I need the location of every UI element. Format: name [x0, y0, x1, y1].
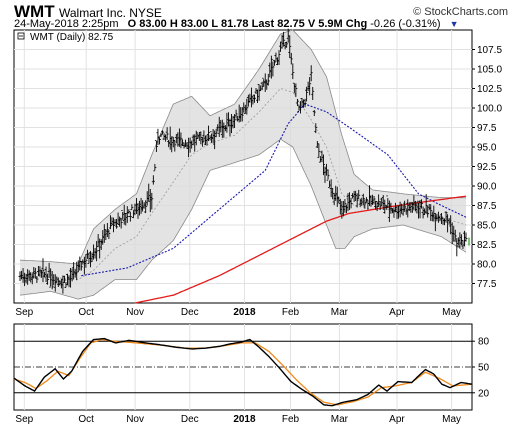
price-month-label: Oct [78, 307, 94, 318]
last-value: Last 82.75 [251, 18, 305, 30]
bollinger-upper-line [19, 29, 466, 265]
volume-value: V 5.9M [307, 18, 343, 30]
price-month-label: 2018 [233, 307, 256, 318]
chart-header: WMT Walmart Inc. NYSE © StockCharts.com … [14, 2, 508, 30]
rsi-month-label: May [442, 414, 461, 425]
rsi-axis-label: 20 [478, 388, 490, 399]
bollinger-lower-line [19, 138, 467, 300]
triangle-down-icon: ▼ [449, 19, 459, 29]
quote-date: 24-May-2018 2:25pm [14, 18, 119, 30]
rsi-month-label: Mar [331, 414, 349, 425]
price-month-label: May [442, 307, 461, 318]
price-axis-label: 77.5 [477, 279, 497, 290]
price-axis-label: 102.5 [477, 84, 502, 95]
quote-stats: 24-May-2018 2:25pm O 83.00 H 83.00 L 81.… [14, 18, 465, 30]
rsi-month-label: Nov [126, 414, 144, 425]
rsi-month-label: Oct [78, 414, 94, 425]
price-month-label: Feb [282, 307, 300, 318]
legend-label: WMT (Daily) 82.75 [30, 32, 114, 43]
rsi-axis-label: 80 [478, 337, 490, 348]
exchange-name: NYSE [129, 6, 162, 20]
price-axis-label: 92.5 [477, 162, 497, 173]
price-axis-label: 80.0 [477, 260, 497, 271]
rsi-axis-label: 50 [478, 363, 490, 374]
bollinger-middle-line [20, 88, 467, 281]
price-axis-label: 105.0 [477, 65, 502, 76]
open-value: O 83.00 [127, 18, 167, 30]
price-axis-label: 90.0 [477, 182, 497, 193]
price-month-label: Apr [389, 307, 405, 318]
change-label: Chg [345, 18, 368, 30]
company-name: Walmart Inc. [59, 6, 126, 20]
ticker-symbol: WMT [14, 2, 55, 21]
price-axis-label: 107.5 [477, 45, 502, 56]
rsi-month-label: Sep [15, 414, 33, 425]
price-month-label: Sep [15, 307, 33, 318]
price-month-label: Mar [331, 307, 349, 318]
sma_short-line [81, 103, 467, 277]
price-axis-label: 95.0 [477, 143, 497, 154]
legend-swatch [17, 32, 25, 40]
rsi-month-label: 2018 [233, 414, 256, 425]
rsi-month-label: Apr [389, 414, 405, 425]
price-legend [17, 32, 25, 40]
price-axis-label: 87.5 [477, 201, 497, 212]
rsi-month-label: Dec [181, 414, 199, 425]
change-value: -0.26 (-0.31%) [370, 18, 441, 30]
low-value: L 81.78 [211, 18, 249, 30]
price-month-label: Nov [126, 307, 144, 318]
copyright-notice: © StockCharts.com [413, 6, 508, 18]
rsi-month-label: Feb [282, 414, 300, 425]
price-axis-label: 85.0 [477, 221, 497, 232]
rsi-line [13, 337, 473, 407]
company-exchange: Walmart Inc. NYSE [59, 6, 162, 20]
bollinger-band-fill [20, 30, 466, 300]
price-axis-label: 100.0 [477, 104, 502, 115]
price-month-label: Dec [181, 307, 199, 318]
high-value: H 83.00 [169, 18, 209, 30]
price-axis-label: 97.5 [477, 123, 497, 134]
price-axis-label: 82.5 [477, 240, 497, 251]
